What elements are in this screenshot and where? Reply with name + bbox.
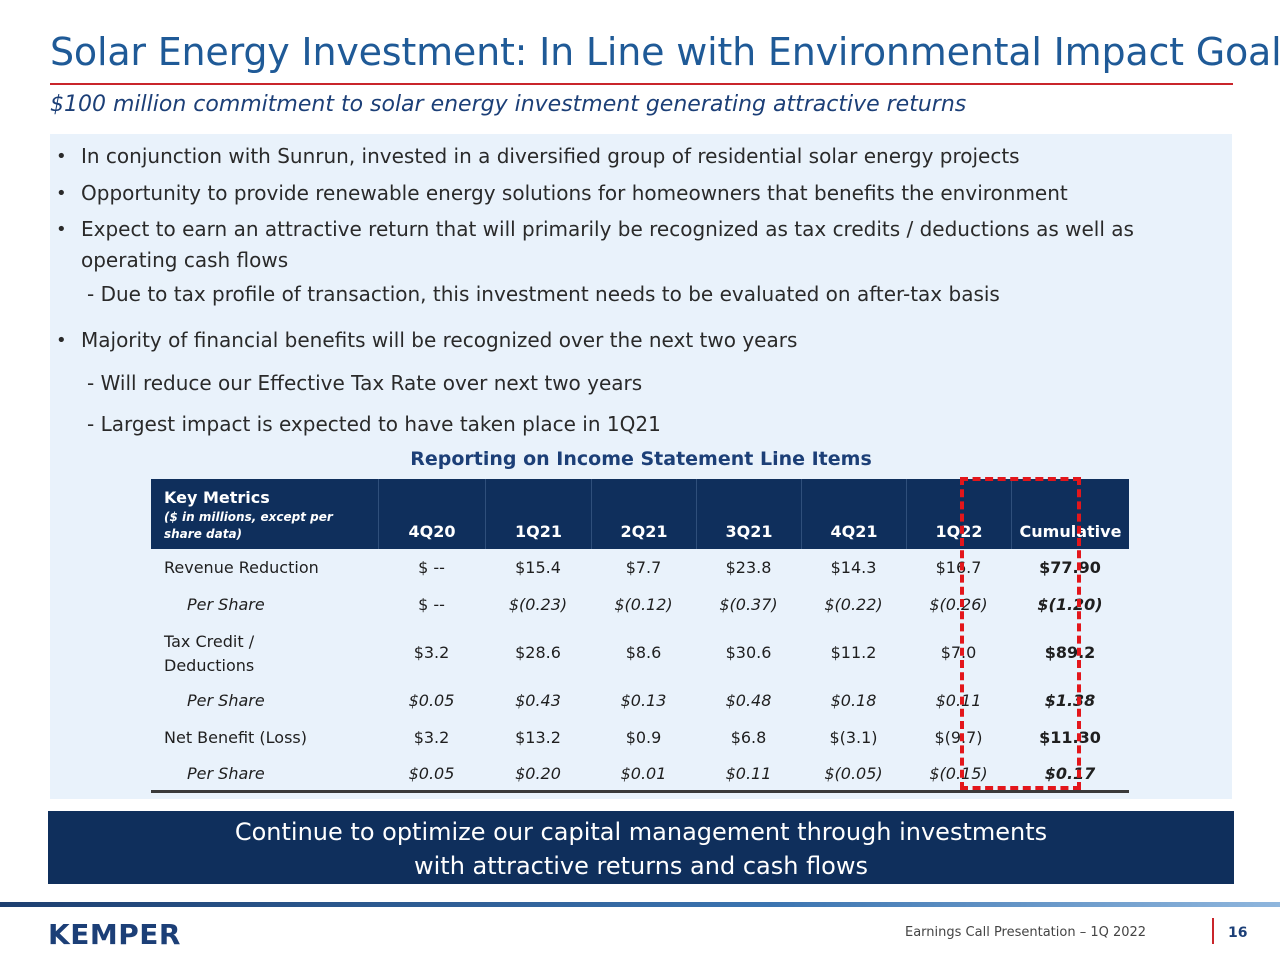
callout-banner: Continue to optimize our capital managem… [48,811,1234,884]
sub-bullet-item: - Due to tax profile of transaction, thi… [87,282,1000,306]
slide-title: Solar Energy Investment: In Line with En… [50,30,1280,74]
table-cell: $11.2 [830,643,877,662]
column-header: 4Q21 [801,479,906,549]
bullet-icon: • [56,219,67,240]
table-cell: $0.13 [620,691,667,710]
table-cell: $0.20 [515,764,561,783]
table-cell: $(0.15) [929,764,988,783]
bullet-text: Expect to earn an attractive return that… [81,217,1134,272]
table-cell: $0.01 [620,764,667,783]
table-cell: $14.3 [830,558,877,577]
table-cell: $30.6 [725,643,772,662]
table-cell: $3.2 [413,643,450,662]
table-cell: $0.43 [515,691,561,710]
table-cell: $(0.05) [824,764,883,783]
slide-subtitle: $100 million commitment to solar energy … [50,92,967,117]
bullet-item: • Opportunity to provide renewable energ… [56,178,1191,209]
table-cell: $(3.1) [829,728,878,747]
table-cell: $77.90 [1039,558,1101,577]
table-title: Reporting on Income Statement Line Items [410,448,872,470]
table-cell: $11.30 [1039,728,1101,747]
footer-divider [1212,918,1214,944]
column-header: 4Q20 [378,479,485,549]
banner-line: Continue to optimize our capital managem… [234,818,1048,846]
bullet-icon: • [56,330,67,351]
row-label: Tax Credit / Deductions [164,632,255,675]
table-cell: $(0.26) [929,595,988,614]
table-row: Tax Credit / Deductions $3.2 $28.6 $8.6 … [151,630,1129,680]
key-metrics-title: Key Metrics [164,488,270,507]
table-row: Per Share $0.05 $0.43 $0.13 $0.48 $0.18 … [151,691,1129,715]
bullet-text: In conjunction with Sunrun, invested in … [81,144,1020,168]
table-cell: $15.4 [515,558,561,577]
table-cell: $0.05 [408,691,455,710]
table-cell: $0.11 [725,764,772,783]
footer-gradient-bar [0,902,1280,907]
key-metrics-note: ($ in millions, except per share data) [164,510,333,541]
presentation-label: Earnings Call Presentation – 1Q 2022 [905,925,1147,940]
table-cell: $(0.22) [824,595,883,614]
column-header: Cumulative [1011,479,1129,549]
key-metrics-header: Key Metrics ($ in millions, except per s… [164,487,364,543]
table-cell: $(0.37) [719,595,778,614]
bullet-item: • In conjunction with Sunrun, invested i… [56,141,1191,172]
cumulative-highlight-box [960,477,1081,790]
sub-bullet-item: - Largest impact is expected to have tak… [87,412,661,436]
table-cell: $0.11 [935,691,982,710]
table-row: Revenue Reduction $ -- $15.4 $7.7 $23.8 … [151,558,1129,582]
table-cell: $16.7 [935,558,982,577]
bullet-text: Opportunity to provide renewable energy … [81,181,1068,205]
table-cell: $0.9 [625,728,662,747]
row-label: Per Share [187,595,265,614]
table-header: Key Metrics ($ in millions, except per s… [151,479,1129,549]
row-label: Revenue Reduction [164,558,319,577]
table-cell: $7.0 [940,643,977,662]
row-label: Net Benefit (Loss) [164,728,307,747]
column-header: 1Q21 [485,479,591,549]
bullet-icon: • [56,183,67,204]
table-cell: $(9.7) [934,728,983,747]
table-cell: $6.8 [730,728,767,747]
title-divider [50,83,1233,85]
table-cell: $ -- [418,558,445,577]
column-header: 2Q21 [591,479,696,549]
content-panel: • In conjunction with Sunrun, invested i… [50,134,1232,799]
column-header: 1Q22 [906,479,1011,549]
table-bottom-rule [151,790,1129,793]
table-cell: $23.8 [725,558,772,577]
table-cell: $8.6 [625,643,662,662]
table-cell: $ -- [418,595,445,614]
table-cell: $13.2 [515,728,561,747]
table-cell: $(0.12) [614,595,673,614]
table-cell: $89.2 [1044,643,1096,662]
banner-line: with attractive returns and cash flows [414,852,868,880]
table-cell: $0.18 [830,691,877,710]
column-header: 3Q21 [696,479,801,549]
row-label: Per Share [187,691,265,710]
metrics-table: Key Metrics ($ in millions, except per s… [151,479,1129,793]
table-cell: $(1.20) [1037,595,1103,614]
bullet-text: Majority of financial benefits will be r… [81,328,798,352]
bullet-icon: • [56,146,67,167]
table-cell: $28.6 [515,643,561,662]
table-row: Net Benefit (Loss) $3.2 $13.2 $0.9 $6.8 … [151,728,1129,752]
row-label: Per Share [187,764,265,783]
table-row: Per Share $0.05 $0.20 $0.01 $0.11 $(0.05… [151,764,1129,788]
bullet-item: • Majority of financial benefits will be… [56,325,1191,356]
table-cell: $3.2 [413,728,450,747]
table-cell: $7.7 [625,558,662,577]
bullet-item: • Expect to earn an attractive return th… [56,214,1191,276]
table-cell: $1.38 [1044,691,1096,710]
table-cell: $0.48 [725,691,772,710]
table-cell: $0.17 [1044,764,1096,783]
page-number: 16 [1228,925,1248,941]
kemper-logo: KEMPER [48,918,181,951]
table-cell: $0.05 [408,764,455,783]
sub-bullet-item: - Will reduce our Effective Tax Rate ove… [87,371,643,395]
table-cell: $(0.23) [508,595,568,614]
table-row: Per Share $ -- $(0.23) $(0.12) $(0.37) $… [151,595,1129,619]
